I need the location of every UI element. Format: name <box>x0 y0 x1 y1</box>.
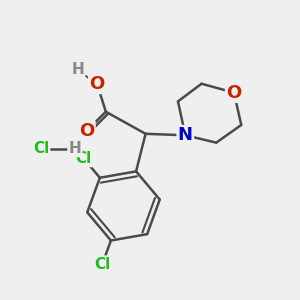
Text: H: H <box>71 61 84 76</box>
Text: O: O <box>79 122 94 140</box>
Text: H: H <box>68 141 81 156</box>
Text: O: O <box>226 84 242 102</box>
Text: O: O <box>89 75 105 93</box>
Text: N: N <box>178 126 193 144</box>
Text: Cl: Cl <box>94 256 110 272</box>
Text: Cl: Cl <box>76 151 92 166</box>
Text: Cl: Cl <box>33 141 49 156</box>
